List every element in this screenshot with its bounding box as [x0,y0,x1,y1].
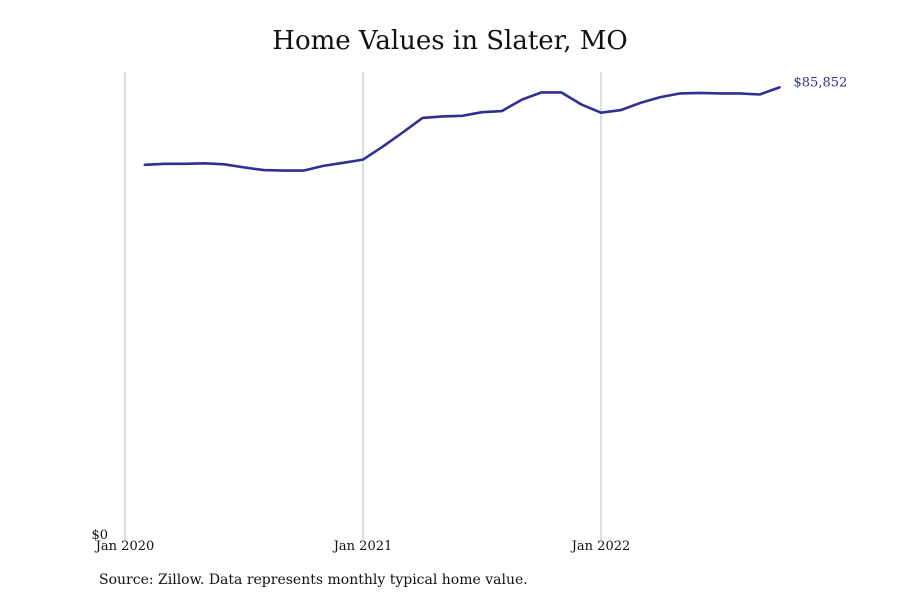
grid-lines [124,72,602,540]
series-line [143,86,781,172]
end-value-label: $85,852 [794,75,848,90]
x-tick-label: Jan 2021 [332,539,393,554]
source-note: Source: Zillow. Data represents monthly … [99,572,528,588]
y-tick-label: $0 [91,528,108,543]
chart-title: Home Values in Slater, MO [272,26,628,56]
data-labels: $85,852 [794,75,848,90]
x-tick-label: Jan 2022 [570,539,631,554]
x-tick-label: Jan 2020 [94,539,155,554]
axis-labels: Jan 2020 Jan 2021 Jan 2022 $0 [91,528,630,554]
series-layer [143,86,781,172]
